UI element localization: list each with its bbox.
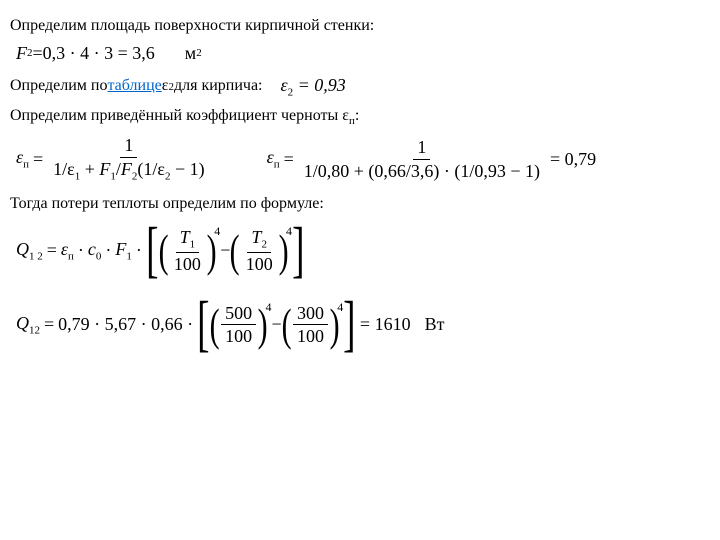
minus-n: − — [271, 314, 281, 335]
frac-eps-num: 1 1/0,80 + (0,66/3,6) · (1/0,93 − 1) — [300, 136, 544, 182]
equals: = — [33, 43, 43, 64]
formula-F2: F2 = 0,3 · 4 · 3 = 3,6 м2 — [16, 43, 710, 64]
text-eps: ε — [162, 76, 169, 97]
num-1-n: 1 — [413, 136, 430, 160]
F-sub: 1 — [126, 251, 132, 263]
formula-eps-row: εп = 1 1/ε1 + F1/F2(1/ε2 − 1) εп = 1 1/0… — [16, 134, 710, 184]
Qn-eq: = — [44, 314, 54, 335]
Qn-sub: 12 — [29, 324, 40, 336]
formula-Q-symbolic: Q1 2 = εп · c0 · F1 · [ ( T1 100 ) 4 — [16, 223, 710, 279]
unit-W: Вт — [425, 314, 445, 335]
den-plus: + — [80, 159, 99, 179]
coef-c0: c0 — [88, 239, 102, 263]
den-eps-num: 1/0,80 + (0,66/3,6) · (1/0,93 − 1) — [300, 160, 544, 183]
c-sub: 0 — [96, 251, 102, 263]
paren-right-icon-n2: ) — [330, 304, 340, 345]
paren-right-icon-n1: ) — [258, 304, 268, 345]
term-T2: ( T2 100 ) 4 — [230, 226, 292, 276]
eq-sign: = — [33, 149, 43, 170]
num-500: 500 — [221, 302, 256, 326]
c: c — [88, 239, 96, 259]
term-500: ( 500 100 ) 4 — [210, 302, 272, 348]
coef-eps: εп — [61, 239, 74, 263]
text-eps2-lookup: Определим по таблице ε2 для кирпича: ε2 … — [10, 74, 710, 100]
dot1: · — [78, 240, 84, 261]
text-prefix: Определим по — [10, 76, 107, 97]
var-F: F — [16, 43, 27, 64]
Q: Q — [16, 239, 29, 259]
text-surface-area: Определим площадь поверхности кирпичной … — [10, 16, 710, 37]
paren-right-icon: ) — [207, 230, 217, 271]
bracket-left-icon: [ — [146, 223, 158, 279]
den-eps-sym: 1/ε1 + F1/F2(1/ε2 − 1) — [49, 158, 208, 184]
bracket-left-icon-n: [ — [197, 297, 209, 353]
paren-left-icon-2: ( — [230, 230, 240, 271]
num-1: 1 — [120, 134, 137, 158]
text-colon: : — [355, 107, 359, 124]
text-for-brick: для кирпича: — [174, 76, 263, 97]
T1: T — [180, 227, 190, 247]
Q-sub-12: 1 2 — [29, 251, 43, 263]
formula-Q-numeric: Q12 = 0,79 · 5,67 · 0,66 · [ ( 500 100 )… — [16, 297, 710, 353]
paren-left-icon-n1: ( — [209, 304, 219, 345]
hund-1: 100 — [170, 253, 205, 276]
bracket-right-icon: ] — [292, 223, 304, 279]
Q-eq: = — [47, 240, 57, 261]
bracket-group: [ ( T1 100 ) 4 − ( T2 — [146, 223, 305, 279]
bracket-right-icon-n: ] — [343, 297, 355, 353]
T2: T — [251, 227, 261, 247]
den-1-over-e1: 1/ε — [53, 159, 75, 179]
den-e2: ε — [157, 159, 165, 179]
T1-sub: 1 — [190, 238, 196, 250]
dot3: · — [136, 240, 142, 261]
Q-num: Q12 — [16, 313, 40, 337]
eps2-val: = 0,93 — [293, 75, 346, 95]
eps-sub-p-n: п — [274, 159, 280, 171]
link-table[interactable]: таблице — [107, 76, 161, 97]
eps-result: = 0,79 — [550, 149, 596, 170]
eps-c-sub: п — [68, 251, 74, 263]
term-300: ( 300 100 ) 4 — [282, 302, 344, 348]
unit-sup-2: 2 — [196, 47, 202, 59]
T2-sub: 2 — [261, 238, 267, 250]
hund-2: 100 — [242, 253, 277, 276]
epsp-lhs: εп — [16, 147, 29, 171]
Q-result: = 1610 — [360, 314, 411, 335]
Q-sym: Q1 2 — [16, 239, 43, 263]
den-paren-l: (1/ — [137, 159, 157, 179]
dot2: · — [105, 240, 111, 261]
eps-sub-p: п — [23, 159, 29, 171]
text-heat-loss: Тогда потери теплоты определим по формул… — [10, 194, 710, 215]
num-300: 300 — [293, 302, 328, 326]
unit-m: м — [185, 43, 196, 64]
paren-left-icon: ( — [158, 230, 168, 271]
den-F1: F — [99, 159, 110, 179]
eq-sign-n: = — [284, 149, 294, 170]
text-eps-pr-prefix: Определим приведённый коэффициент чернот… — [10, 107, 349, 124]
document-page: Определим площадь поверхности кирпичной … — [0, 0, 720, 372]
eps-sym-n: ε — [267, 147, 274, 167]
frac-eps-sym: 1 1/ε1 + F1/F2(1/ε2 − 1) — [49, 134, 208, 184]
coeffs-num: 0,79 · 5,67 · 0,66 · — [58, 314, 193, 335]
den-100-a: 100 — [221, 325, 256, 348]
den-paren-r: − 1) — [170, 159, 204, 179]
rhs-F2: 0,3 · 4 · 3 = 3,6 — [43, 43, 155, 64]
den-100-b: 100 — [293, 325, 328, 348]
eps-sym: ε — [281, 75, 288, 95]
paren-right-icon-2: ) — [278, 230, 288, 271]
epsp-lhs-num: εп — [267, 147, 280, 171]
eps-c: ε — [61, 239, 68, 259]
Qn: Q — [16, 313, 29, 333]
bracket-group-num: [ ( 500 100 ) 4 − ( 300 — [197, 297, 356, 353]
coef-F1: F1 — [115, 239, 132, 263]
paren-left-icon-n2: ( — [281, 304, 291, 345]
term-T1: ( T1 100 ) 4 — [159, 226, 221, 276]
text-eps-pr: Определим приведённый коэффициент чернот… — [10, 106, 710, 128]
den-F2: F — [121, 159, 132, 179]
F: F — [115, 239, 126, 259]
eq-eps2-inline: ε2 = 0,93 — [281, 74, 346, 100]
